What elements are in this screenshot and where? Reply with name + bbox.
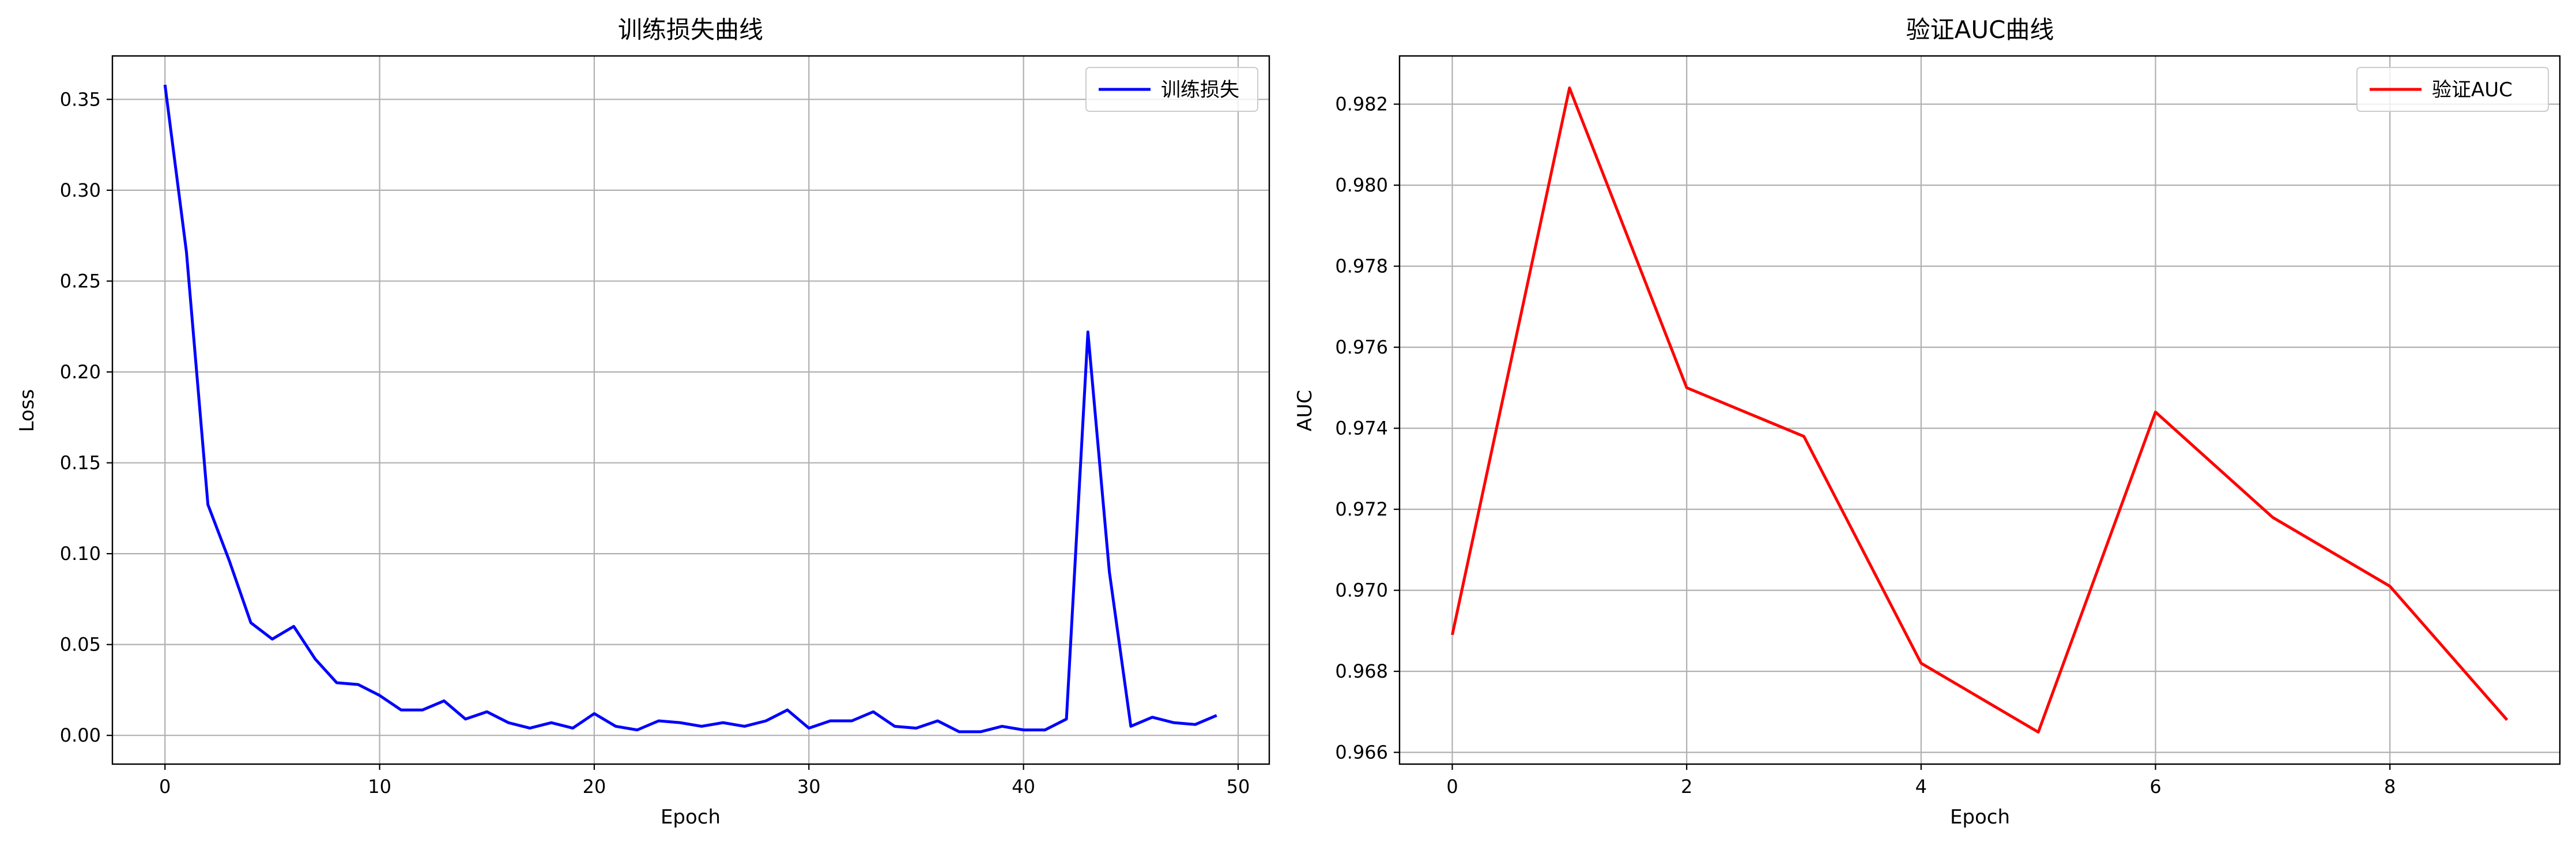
auc-y-tick-label: 0.976 [1335, 336, 1388, 358]
loss-y-tick-label: 0.35 [60, 88, 101, 110]
loss-x-tick-label: 20 [583, 776, 606, 798]
loss-legend-label: 训练损失 [1161, 78, 1239, 101]
auc-x-tick-label: 8 [2384, 776, 2396, 798]
auc-chart-title: 验证AUC曲线 [1906, 16, 2054, 44]
loss-y-tick-label: 0.25 [60, 270, 101, 292]
auc-legend: 验证AUC [2356, 67, 2549, 112]
loss-y-tick-label: 0.15 [60, 452, 101, 474]
auc-x-tick-label: 6 [2149, 776, 2161, 798]
auc-y-tick-label: 0.972 [1335, 498, 1388, 520]
auc-y-axis-label: AUC [1293, 390, 1317, 431]
auc-legend-box [2356, 67, 2549, 112]
loss-x-tick-label: 10 [368, 776, 391, 798]
loss-chart-panel: 训练损失曲线 Epoch Loss 0 10 20 30 40 50 0.00 0.05 0.1… [16, 16, 1270, 829]
loss-y-axis-label: Loss [16, 389, 39, 433]
loss-legend-box [1085, 67, 1258, 112]
loss-x-axis-label: Epoch [661, 806, 721, 829]
loss-y-tick-label: 0.05 [60, 634, 101, 656]
auc-y-tick-label: 0.970 [1335, 580, 1388, 601]
loss-x-tick-label: 30 [797, 776, 821, 798]
auc-x-axis-label: Epoch [1950, 806, 2010, 829]
auc-y-tick-label: 0.980 [1335, 174, 1388, 196]
loss-x-tick-label: 50 [1227, 776, 1250, 798]
loss-axes-frame [111, 55, 1270, 765]
loss-y-tick-label: 0.20 [60, 361, 101, 383]
auc-y-tick-label: 0.966 [1335, 742, 1388, 764]
loss-y-tick-label: 0.30 [60, 179, 101, 201]
loss-y-tick-label: 0.10 [60, 543, 101, 565]
loss-chart-title: 训练损失曲线 [618, 16, 763, 44]
loss-y-tick-label: 0.00 [60, 724, 101, 746]
auc-x-tick-label: 2 [1681, 776, 1692, 798]
auc-series-line [1451, 87, 2509, 734]
auc-x-tick-label: 0 [1446, 776, 1458, 798]
auc-y-tick-label: 0.974 [1335, 418, 1388, 439]
auc-axes-frame [1398, 55, 2561, 765]
auc-chart-panel: 验证AUC曲线 Epoch AUC 0 2 4 6 8 0.966 0.968 0.970 0.… [1293, 16, 2561, 829]
auc-x-tick-label: 4 [1915, 776, 1927, 798]
loss-x-tick-label: 0 [159, 776, 171, 798]
loss-series-line [163, 84, 1217, 734]
auc-y-tick-label: 0.968 [1335, 660, 1388, 682]
loss-x-tick-label: 40 [1012, 776, 1035, 798]
auc-legend-label: 验证AUC [2432, 78, 2513, 101]
auc-y-tick-label: 0.982 [1335, 93, 1388, 115]
auc-y-tick-label: 0.978 [1335, 255, 1388, 277]
loss-legend: 训练损失 [1085, 67, 1258, 112]
